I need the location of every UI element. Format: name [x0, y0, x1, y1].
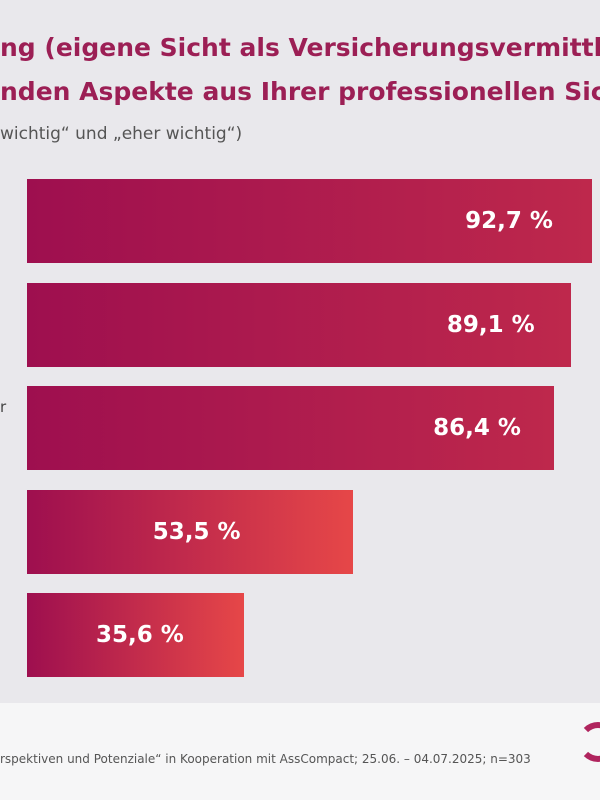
- bar-value-label-3: 86,4 %: [433, 415, 521, 441]
- bar-value-label-5: 35,6 %: [96, 622, 184, 648]
- bar-value-label-1: 92,7 %: [465, 208, 553, 234]
- chart-subtitle: wichtig“ und „eher wichtig“): [0, 124, 243, 144]
- bar-value-label-4: 53,5 %: [152, 519, 241, 545]
- bar-value-label-2: 89,1 %: [446, 312, 535, 338]
- bar-4: [27, 490, 354, 574]
- bar-5: [27, 593, 245, 677]
- row-label-fragment: r: [0, 398, 7, 416]
- footer-panel: [0, 703, 600, 800]
- chart-title-line-2: nden Aspekte aus Ihrer professionellen S…: [0, 77, 600, 106]
- bar-2: [27, 283, 571, 367]
- bar-1: [27, 179, 593, 263]
- bar-3: [27, 386, 555, 470]
- chart-title-line-1: ng (eigene Sicht als Versicherungsvermit…: [0, 33, 600, 62]
- source-note: rspektiven und Potenziale“ in Kooperatio…: [0, 752, 531, 766]
- brand-logo-icon: [578, 722, 600, 762]
